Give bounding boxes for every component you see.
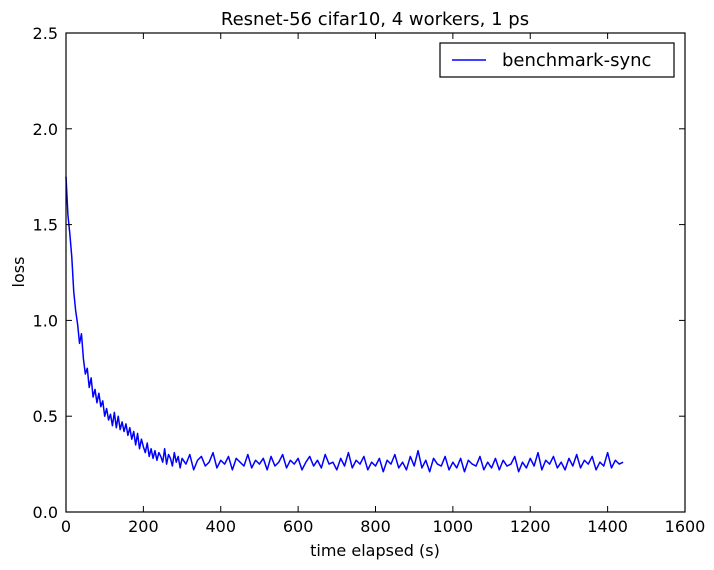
y-tick-label: 2.5 bbox=[33, 24, 58, 43]
y-tick-label: 1.0 bbox=[33, 311, 58, 330]
x-tick-label: 800 bbox=[360, 517, 391, 536]
x-tick-label: 1400 bbox=[587, 517, 628, 536]
legend-label-benchmark-sync: benchmark-sync bbox=[502, 50, 651, 71]
series-line-benchmark-sync bbox=[65, 176, 624, 473]
y-axis-ticks: 0.0 0.5 1.0 1.5 2.0 2.5 bbox=[33, 24, 685, 522]
y-tick-label: 0.5 bbox=[33, 407, 58, 426]
x-tick-label: 1600 bbox=[665, 517, 706, 536]
x-tick-label: 600 bbox=[283, 517, 314, 536]
chart-title: Resnet-56 cifar10, 4 workers, 1 ps bbox=[221, 9, 529, 30]
y-tick-label: 0.0 bbox=[33, 503, 58, 522]
x-axis-label: time elapsed (s) bbox=[310, 541, 440, 560]
x-tick-label: 1200 bbox=[510, 517, 551, 536]
x-tick-label: 0 bbox=[61, 517, 71, 536]
x-tick-label: 1000 bbox=[433, 517, 474, 536]
legend: benchmark-sync bbox=[439, 42, 675, 78]
x-tick-label: 200 bbox=[128, 517, 159, 536]
x-axis-ticks: 0 200 400 600 800 1000 1200 1400 1600 bbox=[61, 33, 705, 536]
y-tick-label: 2.0 bbox=[33, 120, 58, 139]
x-tick-label: 400 bbox=[205, 517, 236, 536]
y-tick-label: 1.5 bbox=[33, 216, 58, 235]
y-axis-label: loss bbox=[9, 257, 28, 288]
